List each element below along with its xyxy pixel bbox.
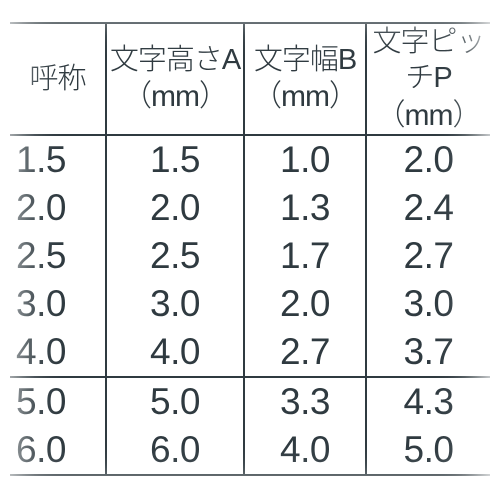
table-row: 1.5 1.5 1.0 2.0 (10, 135, 490, 184)
table-row: 5.0 5.0 3.3 4.3 (10, 377, 490, 426)
cell-height: 5.0 (106, 377, 244, 426)
col-header-height-jp: 文字高さA (107, 42, 243, 78)
cell-pitch: 2.4 (366, 184, 490, 232)
cell-width: 2.7 (244, 328, 366, 377)
cell-height: 2.5 (106, 232, 244, 280)
col-header-name: 呼称 (10, 23, 106, 135)
cell-width: 2.0 (244, 280, 366, 328)
col-header-pitch-jp: 文字ピッチP (367, 24, 490, 97)
cell-name: 5.0 (10, 377, 106, 426)
table-header-row: 呼称 文字高さA （mm） 文字幅B （mm） 文字ピッチP （mm） (10, 23, 490, 135)
col-header-name-jp: 呼称 (10, 61, 105, 97)
table-body: 1.5 1.5 1.0 2.0 2.0 2.0 1.3 2.4 2.5 2.5 … (10, 135, 490, 475)
cell-name: 6.0 (10, 426, 106, 475)
cell-height: 4.0 (106, 328, 244, 377)
table-row: 2.5 2.5 1.7 2.7 (10, 232, 490, 280)
cell-pitch: 3.0 (366, 280, 490, 328)
cell-width: 3.3 (244, 377, 366, 426)
col-header-height-unit: （mm） (107, 78, 243, 116)
col-header-width-unit: （mm） (245, 78, 365, 116)
cell-width: 1.7 (244, 232, 366, 280)
cell-width: 1.3 (244, 184, 366, 232)
cell-pitch: 2.7 (366, 232, 490, 280)
cell-name: 1.5 (10, 135, 106, 184)
table-row: 3.0 3.0 2.0 3.0 (10, 280, 490, 328)
cell-width: 4.0 (244, 426, 366, 475)
table-row: 2.0 2.0 1.3 2.4 (10, 184, 490, 232)
col-header-pitch: 文字ピッチP （mm） (366, 23, 490, 135)
cell-height: 2.0 (106, 184, 244, 232)
cell-pitch: 3.7 (366, 328, 490, 377)
cell-name: 4.0 (10, 328, 106, 377)
col-header-width-jp: 文字幅B (245, 42, 365, 78)
cell-pitch: 2.0 (366, 135, 490, 184)
col-header-height: 文字高さA （mm） (106, 23, 244, 135)
cell-pitch: 5.0 (366, 426, 490, 475)
col-header-width: 文字幅B （mm） (244, 23, 366, 135)
cell-name: 2.5 (10, 232, 106, 280)
cell-height: 6.0 (106, 426, 244, 475)
cell-height: 1.5 (106, 135, 244, 184)
cell-name: 2.0 (10, 184, 106, 232)
cell-height: 3.0 (106, 280, 244, 328)
table-row: 4.0 4.0 2.7 3.7 (10, 328, 490, 377)
table-row: 6.0 6.0 4.0 5.0 (10, 426, 490, 475)
dimensions-table: 呼称 文字高さA （mm） 文字幅B （mm） 文字ピッチP （mm） 1.5 … (10, 22, 490, 476)
page: { "table": { "type": "table", "backgroun… (0, 0, 500, 500)
col-header-pitch-unit: （mm） (367, 97, 490, 135)
cell-width: 1.0 (244, 135, 366, 184)
cell-pitch: 4.3 (366, 377, 490, 426)
cell-name: 3.0 (10, 280, 106, 328)
